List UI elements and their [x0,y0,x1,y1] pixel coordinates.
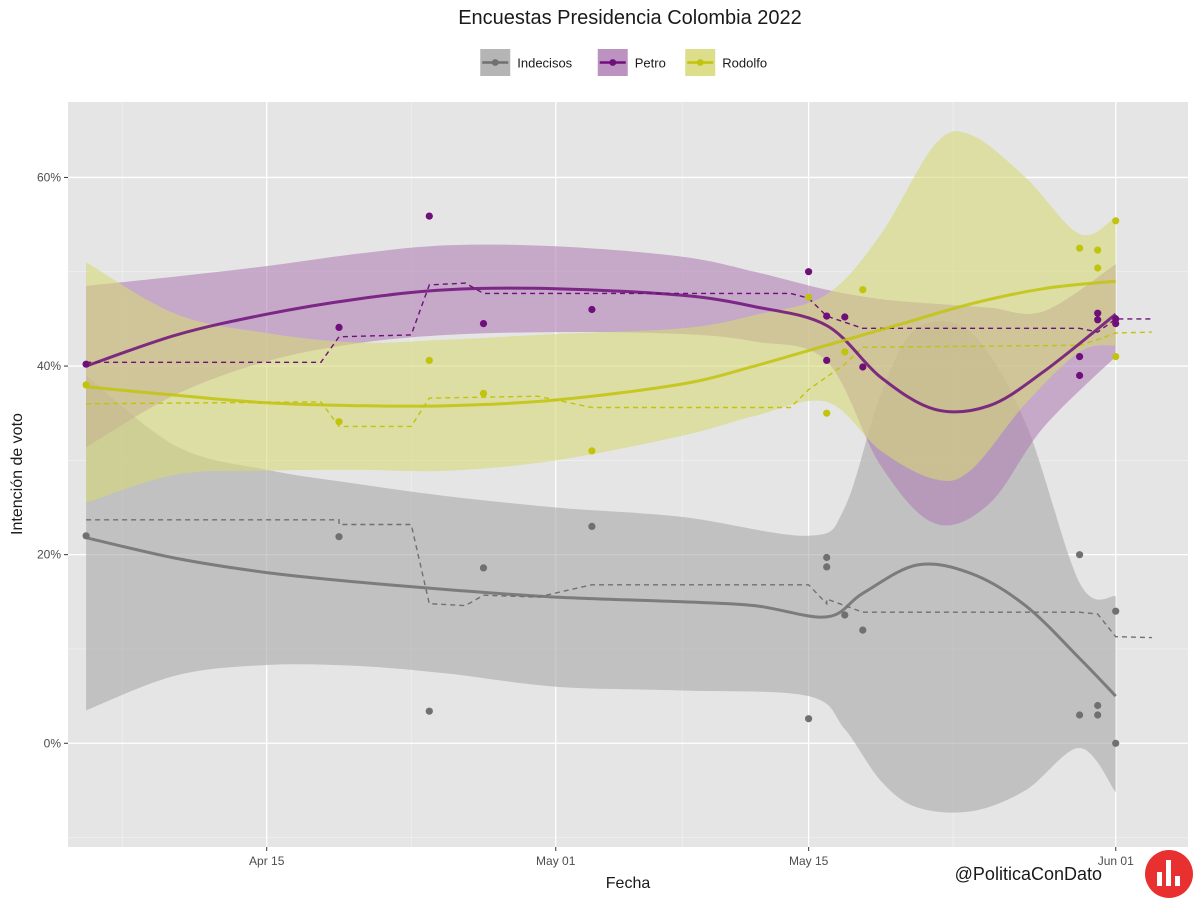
data-point-indecisos [335,533,343,541]
data-point-petro [1076,371,1084,380]
x-axis-title: Fecha [606,875,651,892]
data-point-indecisos [859,626,867,634]
y-tick-label: 20% [37,548,61,562]
data-point-indecisos [588,522,596,531]
data-point-rodolfo [1076,244,1084,252]
data-point-rodolfo [82,381,90,389]
data-point-rodolfo [859,286,867,294]
data-point-indecisos [82,532,90,540]
data-point-indecisos [1112,607,1120,615]
data-point-indecisos [479,564,488,572]
data-point-petro [335,323,343,331]
band-indecisos [86,320,1116,813]
trend-line-indecisos [86,519,1152,639]
data-point-indecisos [1076,711,1084,719]
data-point-indecisos [1076,551,1084,559]
legend: Indecisos Petro Rodolfo [480,49,767,76]
band-rodolfo [86,131,1116,503]
data-point-petro [1094,316,1102,324]
data-point-rodolfo [425,356,433,364]
data-point-rodolfo [841,348,849,356]
brand-logo-bar-2 [1166,860,1171,886]
x-tick-label: Jun 01 [1098,854,1134,868]
data-point-petro [479,320,488,328]
data-point-rodolfo [588,447,596,455]
chart-title: Encuestas Presidencia Colombia 2022 [458,7,802,29]
x-tick-label: Apr 15 [249,854,285,868]
x-tick-label: May 15 [789,854,829,868]
data-point-rodolfo [823,409,831,417]
legend-label-indecisos: Indecisos [517,56,572,71]
data-point-rodolfo [1094,264,1102,272]
legend-key-point [696,59,704,66]
data-point-rodolfo [479,389,488,397]
x-axis: Apr 15 May 01 May 15 Jun 01 [249,847,1134,868]
x-tick-label: May 01 [536,854,576,868]
data-point-rodolfo [335,418,343,426]
y-axis-title: Intención de voto [9,413,26,535]
confidence-bands [86,131,1116,813]
data-point-petro [1076,353,1084,361]
data-point-petro [588,305,596,314]
data-point-rodolfo [1094,246,1102,254]
data-point-indecisos [425,707,433,715]
trend-lines [86,282,1152,639]
data-point-petro [1112,320,1120,328]
data-point-rodolfo [1112,217,1120,225]
data-point-indecisos [1112,739,1120,747]
data-point-petro [823,356,831,364]
trend-line-rodolfo [86,331,1152,428]
smooth-line-indecisos [85,536,1117,698]
smooth-lines [85,279,1117,698]
data-point-petro [805,268,813,276]
data-point-indecisos [805,715,813,723]
data-point-indecisos [823,563,831,571]
data-point-indecisos [841,611,849,619]
smooth-line-petro [85,286,1117,414]
data-point-indecisos [823,553,831,562]
y-tick-label: 60% [37,170,61,184]
data-point-rodolfo [1112,353,1120,361]
y-axis: 0% 20% 40% 60% [37,170,68,750]
brand-logo-icon [1145,850,1193,898]
data-point-petro [841,313,849,321]
data-point-indecisos [1094,711,1102,719]
smooth-line-rodolfo [85,279,1116,408]
data-point-petro [1094,309,1102,317]
legend-key-point [491,59,499,66]
brand-logo-bar-1 [1157,872,1162,886]
data-point-petro [425,212,433,220]
y-tick-label: 0% [44,736,62,750]
data-point-petro [82,360,90,368]
data-point-indecisos [1094,701,1102,710]
data-point-petro [823,312,831,320]
poll-points [82,212,1120,747]
legend-key-point [609,59,617,66]
y-tick-label: 40% [37,359,61,373]
legend-label-rodolfo: Rodolfo [722,56,767,71]
legend-label-petro: Petro [635,56,666,71]
brand-logo-bar-3 [1175,876,1180,886]
data-point-petro [859,363,867,371]
credit-handle: @PoliticaConDato [955,864,1102,884]
data-point-rodolfo [805,293,813,301]
